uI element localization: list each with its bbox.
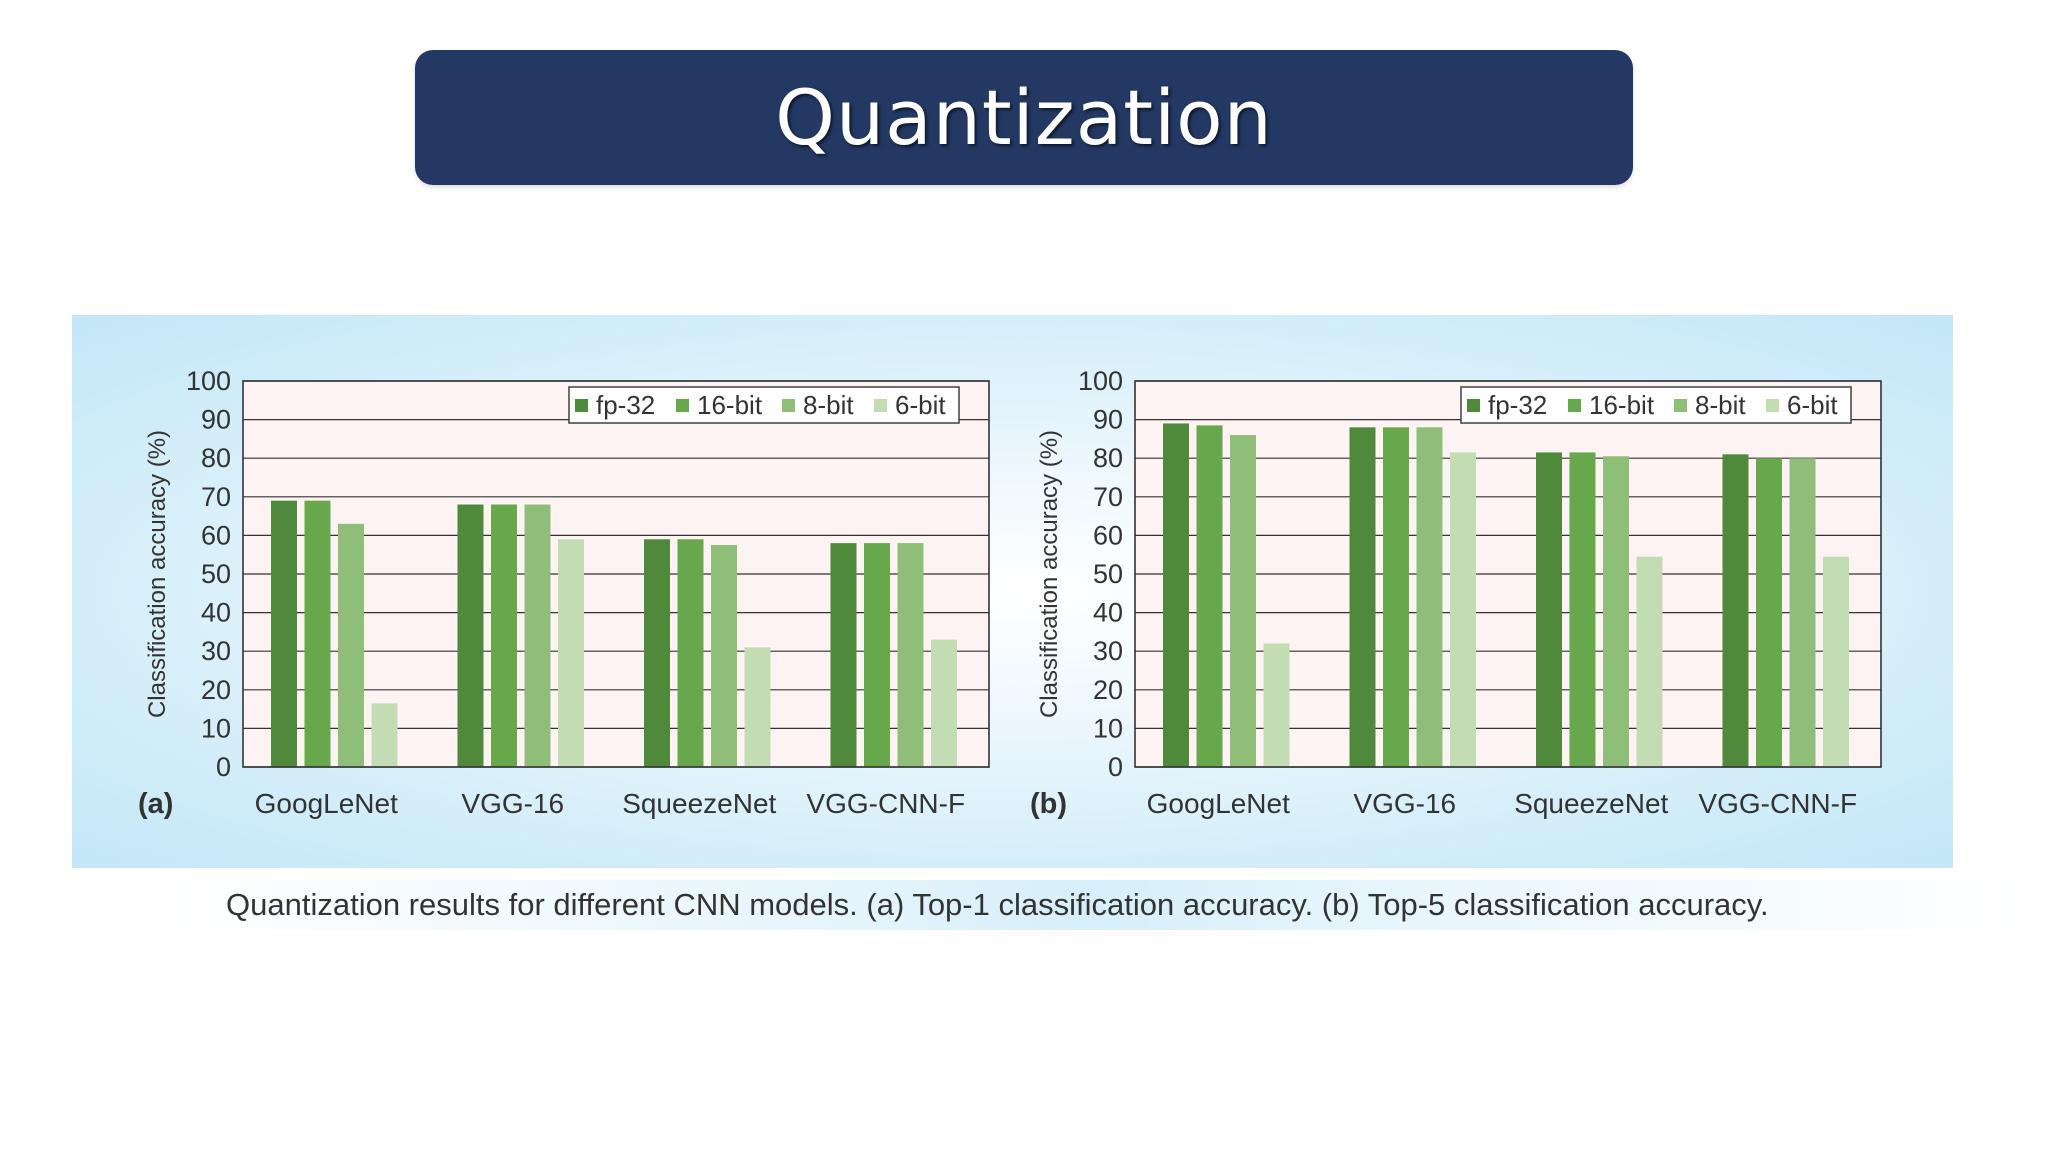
- slide-title: Quantization: [775, 73, 1273, 162]
- bar: [1722, 454, 1749, 767]
- panel-label: (a): [138, 788, 173, 820]
- bar: [491, 504, 517, 767]
- bar: [338, 523, 364, 767]
- legend-label: fp-32: [596, 390, 655, 420]
- legend: fp-32 16-bit 8-bit 6-bit: [1460, 386, 1852, 424]
- y-tick-label: 30: [1093, 636, 1123, 666]
- bar: [1416, 427, 1443, 767]
- x-tick-label: VGG-16: [1353, 788, 1456, 819]
- y-tick-label: 70: [201, 482, 231, 512]
- y-tick-label: 50: [201, 559, 231, 589]
- legend-swatch: [1766, 399, 1779, 412]
- chart-top1-accuracy: 0 10 20 30 40 50 60 70 80 90 100 Classification acc…: [138, 366, 990, 820]
- legend-swatch: [1674, 399, 1687, 412]
- bar: [1536, 452, 1562, 767]
- y-tick-label: 20: [201, 675, 231, 705]
- legend-swatch: [782, 399, 795, 412]
- legend-label: 6-bit: [895, 390, 946, 420]
- bar: [524, 504, 551, 767]
- legend-swatch: [575, 399, 588, 412]
- legend-box: [1460, 386, 1852, 424]
- bar: [271, 500, 297, 767]
- y-tick-label: 40: [1093, 598, 1123, 628]
- y-axis-label: Classification accuracy (%): [144, 430, 171, 718]
- bar: [644, 539, 670, 767]
- bar: [1263, 643, 1290, 767]
- y-tick-label: 80: [1093, 443, 1123, 473]
- legend-label: fp-32: [1488, 390, 1547, 420]
- x-tick-label: GoogLeNet: [255, 788, 398, 819]
- y-tick-label: 10: [1093, 713, 1123, 743]
- legend-label: 8-bit: [1695, 390, 1746, 420]
- x-tick-label: SqueezeNet: [1514, 788, 1668, 819]
- bar: [1230, 435, 1256, 767]
- y-tick-label: 60: [1093, 520, 1123, 550]
- y-tick-label: 60: [201, 520, 231, 550]
- bar: [1163, 423, 1189, 767]
- bar: [1636, 556, 1663, 767]
- bar: [931, 639, 957, 767]
- legend-swatch: [874, 399, 887, 412]
- bar: [864, 543, 890, 767]
- bar: [558, 539, 584, 767]
- bar: [1789, 458, 1816, 767]
- y-tick-label: 50: [1093, 559, 1123, 589]
- legend-swatch: [676, 399, 689, 412]
- bar: [371, 703, 398, 767]
- y-axis-label: Classification accuracy (%): [1036, 430, 1063, 718]
- y-tick-label: 80: [201, 443, 231, 473]
- slide-title-bar: Quantization: [415, 50, 1633, 185]
- y-tick-label: 100: [186, 366, 231, 396]
- legend-label: 8-bit: [803, 390, 854, 420]
- bar: [1569, 452, 1596, 767]
- legend-box: [568, 386, 960, 424]
- bar: [1450, 452, 1476, 767]
- y-tick-label: 90: [201, 405, 231, 435]
- plot-border: [242, 380, 990, 768]
- bar: [830, 543, 857, 767]
- bar: [1349, 427, 1376, 767]
- bar: [457, 504, 484, 767]
- bar: [1603, 456, 1629, 767]
- legend-swatch: [1467, 399, 1480, 412]
- bar: [677, 539, 704, 767]
- x-tick-label: GoogLeNet: [1147, 788, 1290, 819]
- bar: [1756, 458, 1782, 767]
- chart-top5-accuracy: 0 10 20 30 40 50 60 70 80 90 100 Classification acc…: [1030, 366, 1882, 820]
- y-tick-label: 90: [1093, 405, 1123, 435]
- bar: [1196, 425, 1223, 767]
- legend-swatch: [1568, 399, 1581, 412]
- legend-label: 16-bit: [1589, 390, 1655, 420]
- y-tick-label: 100: [1078, 366, 1123, 396]
- panel-label: (b): [1030, 788, 1067, 820]
- legend-label: 16-bit: [697, 390, 763, 420]
- bar: [1823, 556, 1849, 767]
- x-tick-label: VGG-CNN-F: [806, 788, 965, 819]
- y-tick-label: 0: [1108, 752, 1123, 782]
- bar: [897, 543, 924, 767]
- x-tick-label: VGG-16: [461, 788, 564, 819]
- bar: [1383, 427, 1409, 767]
- y-tick-label: 30: [201, 636, 231, 666]
- x-tick-label: VGG-CNN-F: [1698, 788, 1857, 819]
- x-tick-label: SqueezeNet: [622, 788, 776, 819]
- y-tick-label: 10: [201, 713, 231, 743]
- figure-caption: Quantization results for different CNN m…: [160, 880, 2020, 930]
- y-tick-label: 40: [201, 598, 231, 628]
- bar: [744, 647, 771, 767]
- bar: [304, 500, 331, 767]
- y-tick-label: 0: [216, 752, 231, 782]
- legend: fp-32 16-bit 8-bit 6-bit: [568, 386, 960, 424]
- figure-panel: 0 10 20 30 40 50 60 70 80 90 100 Classification acc…: [72, 315, 1953, 868]
- bar: [711, 545, 737, 767]
- y-tick-label: 20: [1093, 675, 1123, 705]
- legend-label: 6-bit: [1787, 390, 1838, 420]
- y-tick-label: 70: [1093, 482, 1123, 512]
- plot-border: [1134, 380, 1882, 768]
